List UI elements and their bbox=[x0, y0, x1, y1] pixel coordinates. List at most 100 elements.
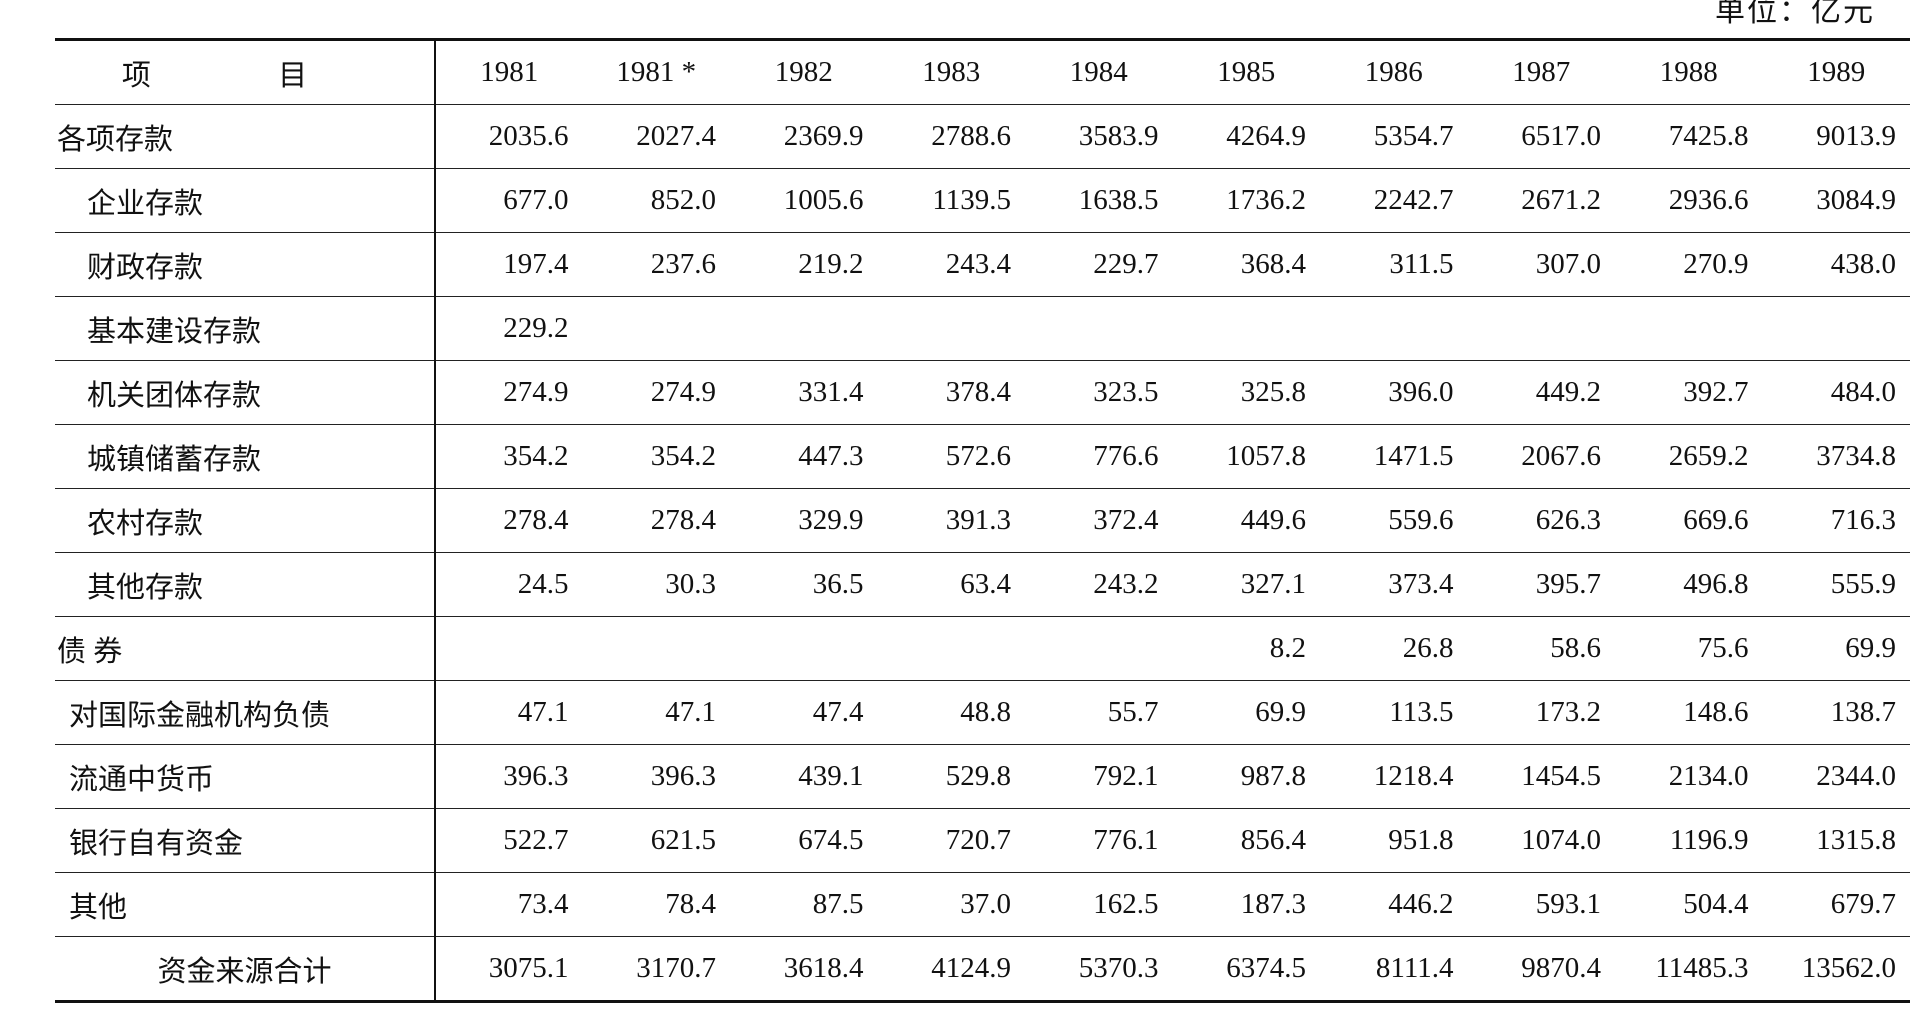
cell-value: 776.1 bbox=[1025, 808, 1173, 873]
header-row: 项 目 1981 1981 * 1982 1983 1984 1985 1986 1987 198… bbox=[55, 38, 1910, 105]
cell-value: 113.5 bbox=[1320, 680, 1468, 745]
cell-value: 720.7 bbox=[877, 808, 1025, 873]
cell-value: 1057.8 bbox=[1172, 424, 1320, 489]
row-label: 流通中货币 bbox=[55, 744, 436, 809]
cell-value: 392.7 bbox=[1615, 360, 1763, 425]
cell-value: 278.4 bbox=[435, 488, 583, 553]
cell-value: 368.4 bbox=[1172, 232, 1320, 297]
cell-value: 987.8 bbox=[1172, 744, 1320, 809]
cell-value: 148.6 bbox=[1615, 680, 1763, 745]
row-label: 资金来源合计 bbox=[55, 936, 436, 1003]
row-label: 企业存款 bbox=[55, 168, 436, 233]
header-year: 1983 bbox=[877, 38, 1025, 105]
table-row: 流通中货币 396.3 396.3 439.1 529.8 792.1 987.8 1218.… bbox=[55, 744, 1910, 809]
header-year: 1988 bbox=[1615, 38, 1763, 105]
cell-value: 173.2 bbox=[1467, 680, 1615, 745]
cell-value: 679.7 bbox=[1762, 872, 1910, 937]
cell-value bbox=[435, 616, 583, 681]
cell-value: 87.5 bbox=[730, 872, 878, 937]
cell-value: 278.4 bbox=[582, 488, 730, 553]
cell-value: 3084.9 bbox=[1762, 168, 1910, 233]
cell-value: 572.6 bbox=[877, 424, 1025, 489]
table-row: 城镇储蓄存款 354.2 354.2 447.3 572.6 776.6 1057.8 147… bbox=[55, 424, 1910, 489]
cell-value: 11485.3 bbox=[1615, 936, 1763, 1003]
table-row: 其他存款 24.5 30.3 36.5 63.4 243.2 327.1 373.4 395.7… bbox=[55, 552, 1910, 617]
row-label: 农村存款 bbox=[55, 488, 436, 553]
header-year: 1981 * bbox=[582, 38, 730, 105]
cell-value: 1218.4 bbox=[1320, 744, 1468, 809]
cell-value: 2134.0 bbox=[1615, 744, 1763, 809]
cell-value: 373.4 bbox=[1320, 552, 1468, 617]
cell-value: 243.4 bbox=[877, 232, 1025, 297]
cell-value: 26.8 bbox=[1320, 616, 1468, 681]
cell-value: 7425.8 bbox=[1615, 104, 1763, 169]
cell-value: 9870.4 bbox=[1467, 936, 1615, 1003]
cell-value: 1139.5 bbox=[877, 168, 1025, 233]
cell-value: 438.0 bbox=[1762, 232, 1910, 297]
cell-value: 8111.4 bbox=[1320, 936, 1468, 1003]
cell-value: 1638.5 bbox=[1025, 168, 1173, 233]
cell-value: 9013.9 bbox=[1762, 104, 1910, 169]
table-row: 资金来源合计 3075.1 3170.7 3618.4 4124.9 5370.3 6374… bbox=[55, 936, 1910, 1003]
cell-value: 593.1 bbox=[1467, 872, 1615, 937]
cell-value: 162.5 bbox=[1025, 872, 1173, 937]
cell-value: 2788.6 bbox=[877, 104, 1025, 169]
cell-value: 396.0 bbox=[1320, 360, 1468, 425]
cell-value: 522.7 bbox=[435, 808, 583, 873]
cell-value bbox=[1025, 616, 1173, 681]
cell-value: 3618.4 bbox=[730, 936, 878, 1003]
cell-value: 716.3 bbox=[1762, 488, 1910, 553]
table-row: 银行自有资金 522.7 621.5 674.5 720.7 776.1 856.4 951.… bbox=[55, 808, 1910, 873]
cell-value: 270.9 bbox=[1615, 232, 1763, 297]
cell-value: 5354.7 bbox=[1320, 104, 1468, 169]
cell-value: 449.2 bbox=[1467, 360, 1615, 425]
cell-value: 856.4 bbox=[1172, 808, 1320, 873]
cell-value: 274.9 bbox=[435, 360, 583, 425]
cell-value: 555.9 bbox=[1762, 552, 1910, 617]
cell-value: 484.0 bbox=[1762, 360, 1910, 425]
cell-value bbox=[877, 296, 1025, 361]
cell-value: 504.4 bbox=[1615, 872, 1763, 937]
cell-value: 331.4 bbox=[730, 360, 878, 425]
cell-value: 6517.0 bbox=[1467, 104, 1615, 169]
cell-value: 396.3 bbox=[435, 744, 583, 809]
cell-value: 187.3 bbox=[1172, 872, 1320, 937]
table-row: 其他 73.4 78.4 87.5 37.0 162.5 187.3 446.2 593.1 50… bbox=[55, 872, 1910, 937]
cell-value bbox=[1762, 296, 1910, 361]
cell-value: 1074.0 bbox=[1467, 808, 1615, 873]
unit-label: 单位：亿元 bbox=[1715, 0, 1875, 28]
cell-value: 47.1 bbox=[582, 680, 730, 745]
header-year: 1985 bbox=[1172, 38, 1320, 105]
cell-value: 792.1 bbox=[1025, 744, 1173, 809]
table-row: 基本建设存款 229.2 bbox=[55, 296, 1910, 361]
cell-value: 69.9 bbox=[1172, 680, 1320, 745]
cell-value: 2344.0 bbox=[1762, 744, 1910, 809]
cell-value: 2067.6 bbox=[1467, 424, 1615, 489]
cell-value: 47.1 bbox=[435, 680, 583, 745]
cell-value bbox=[877, 616, 1025, 681]
cell-value: 69.9 bbox=[1762, 616, 1910, 681]
cell-value bbox=[1615, 296, 1763, 361]
cell-value: 1471.5 bbox=[1320, 424, 1468, 489]
cell-value: 75.6 bbox=[1615, 616, 1763, 681]
row-label: 其他存款 bbox=[55, 552, 436, 617]
header-year: 1982 bbox=[730, 38, 878, 105]
cell-value bbox=[730, 616, 878, 681]
cell-value: 3075.1 bbox=[435, 936, 583, 1003]
cell-value: 1315.8 bbox=[1762, 808, 1910, 873]
cell-value bbox=[730, 296, 878, 361]
cell-value: 229.2 bbox=[435, 296, 583, 361]
cell-value: 311.5 bbox=[1320, 232, 1468, 297]
cell-value: 669.6 bbox=[1615, 488, 1763, 553]
cell-value: 529.8 bbox=[877, 744, 1025, 809]
cell-value: 30.3 bbox=[582, 552, 730, 617]
cell-value: 674.5 bbox=[730, 808, 878, 873]
row-label: 基本建设存款 bbox=[55, 296, 436, 361]
cell-value: 2936.6 bbox=[1615, 168, 1763, 233]
cell-value: 446.2 bbox=[1320, 872, 1468, 937]
cell-value: 776.6 bbox=[1025, 424, 1173, 489]
cell-value bbox=[1467, 296, 1615, 361]
table-row: 债 券 8.2 26.8 58.6 75.6 69.9 bbox=[55, 616, 1910, 681]
table-row: 机关团体存款 274.9 274.9 331.4 378.4 323.5 325.8 396.… bbox=[55, 360, 1910, 425]
